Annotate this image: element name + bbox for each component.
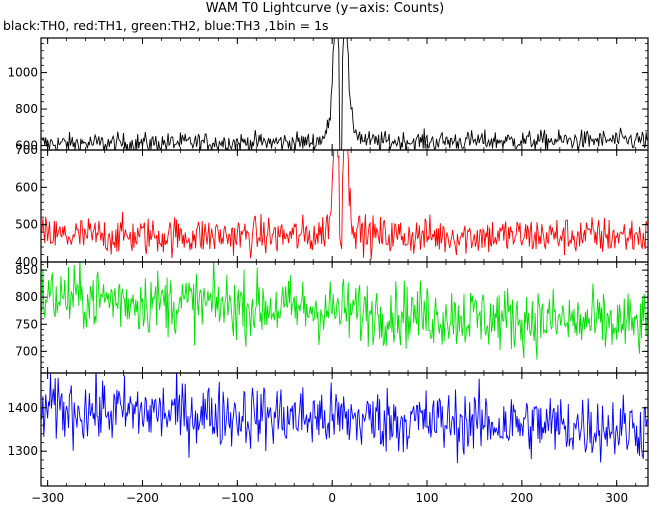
- y-tick-label: 750: [15, 317, 38, 331]
- x-tick-label: −200: [126, 491, 159, 505]
- chart-legend-text: black:TH0, red:TH1, green:TH2, blue:TH3 …: [3, 18, 329, 33]
- y-tick-label: 800: [15, 102, 38, 116]
- y-tick-label: 1000: [7, 66, 38, 80]
- y-tick-label: 700: [15, 344, 38, 358]
- y-tick-label: 600: [15, 180, 38, 194]
- y-tick-label: 1400: [7, 401, 38, 415]
- panel-frame: [40, 261, 649, 374]
- x-tick-label: 0: [328, 491, 336, 505]
- y-tick-label: 500: [15, 218, 38, 232]
- x-tick-label: 200: [510, 491, 533, 505]
- series-TH3-line: [41, 373, 648, 464]
- x-tick-label: −100: [221, 491, 254, 505]
- series-TH0-line: [41, 38, 648, 150]
- y-tick-label: 1300: [7, 444, 38, 458]
- x-tick-label: 100: [416, 491, 439, 505]
- chart-title: WAM T0 Lightcurve (y−axis: Counts): [205, 1, 445, 16]
- y-tick-label: 400: [15, 255, 38, 269]
- y-tick-label: 850: [15, 263, 38, 277]
- series-TH1-line: [41, 150, 648, 260]
- x-tick-label: −300: [31, 491, 64, 505]
- y-tick-label: 600: [15, 138, 38, 152]
- panel-frame: [40, 37, 649, 151]
- y-tick-label: 800: [15, 290, 38, 304]
- panel-frame: [40, 372, 649, 487]
- series-TH2-line: [41, 262, 648, 360]
- y-tick-label: 700: [15, 143, 38, 157]
- x-tick-label: 300: [605, 491, 628, 505]
